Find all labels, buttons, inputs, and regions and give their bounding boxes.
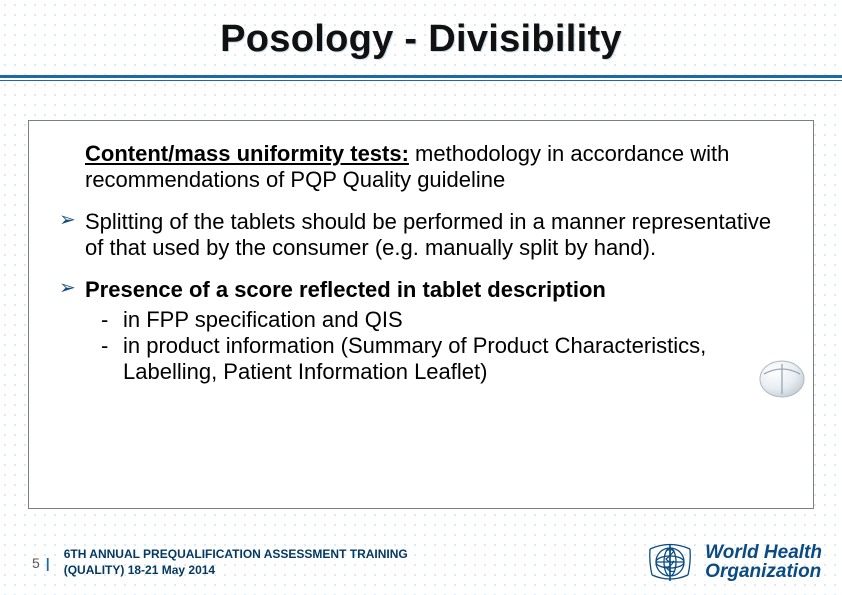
subbullet-product-info: in product information (Summary of Produ…	[101, 333, 783, 385]
title-underline-rule	[0, 75, 842, 81]
bullet-splitting: Splitting of the tablets should be perfo…	[59, 209, 783, 261]
slide: Posology - Divisibility Content/mass uni…	[0, 0, 842, 595]
footer-training-line1: 6TH ANNUAL PREQUALIFICATION ASSESSMENT T…	[64, 547, 408, 563]
page-number: 5	[32, 555, 40, 571]
subbullet-fpp-qis-text: in FPP specification and QIS	[123, 307, 403, 332]
page-divider: |	[46, 555, 50, 571]
bullet-score-lead: Presence of a score reflected in tablet …	[85, 277, 606, 302]
who-line1: World Health	[705, 543, 822, 562]
sub-bullet-list: in FPP specification and QIS in product …	[85, 307, 783, 385]
tablet-pill-icon	[756, 352, 808, 404]
bullet-score-presence: Presence of a score reflected in tablet …	[59, 277, 783, 385]
who-line2: Organization	[705, 562, 822, 581]
footer-training-line2: (QUALITY) 18-21 May 2014	[64, 563, 408, 579]
footer: 5 | 6TH ANNUAL PREQUALIFICATION ASSESSME…	[0, 531, 842, 595]
paragraph-lead: Content/mass uniformity tests:	[85, 141, 409, 166]
subbullet-fpp-qis: in FPP specification and QIS	[101, 307, 783, 333]
footer-training-info: 6TH ANNUAL PREQUALIFICATION ASSESSMENT T…	[64, 547, 408, 578]
bullet-list: Splitting of the tablets should be perfo…	[59, 209, 783, 385]
who-emblem-icon	[645, 537, 695, 587]
who-text: World Health Organization	[705, 543, 822, 581]
slide-title: Posology - Divisibility	[0, 0, 842, 75]
bullet-splitting-text: Splitting of the tablets should be perfo…	[85, 209, 771, 260]
who-logo-block: World Health Organization	[645, 537, 822, 587]
subbullet-product-info-text: in product information (Summary of Produ…	[123, 333, 706, 384]
content-box: Content/mass uniformity tests: methodolo…	[28, 120, 814, 509]
paragraph-uniformity-tests: Content/mass uniformity tests: methodolo…	[85, 141, 783, 193]
